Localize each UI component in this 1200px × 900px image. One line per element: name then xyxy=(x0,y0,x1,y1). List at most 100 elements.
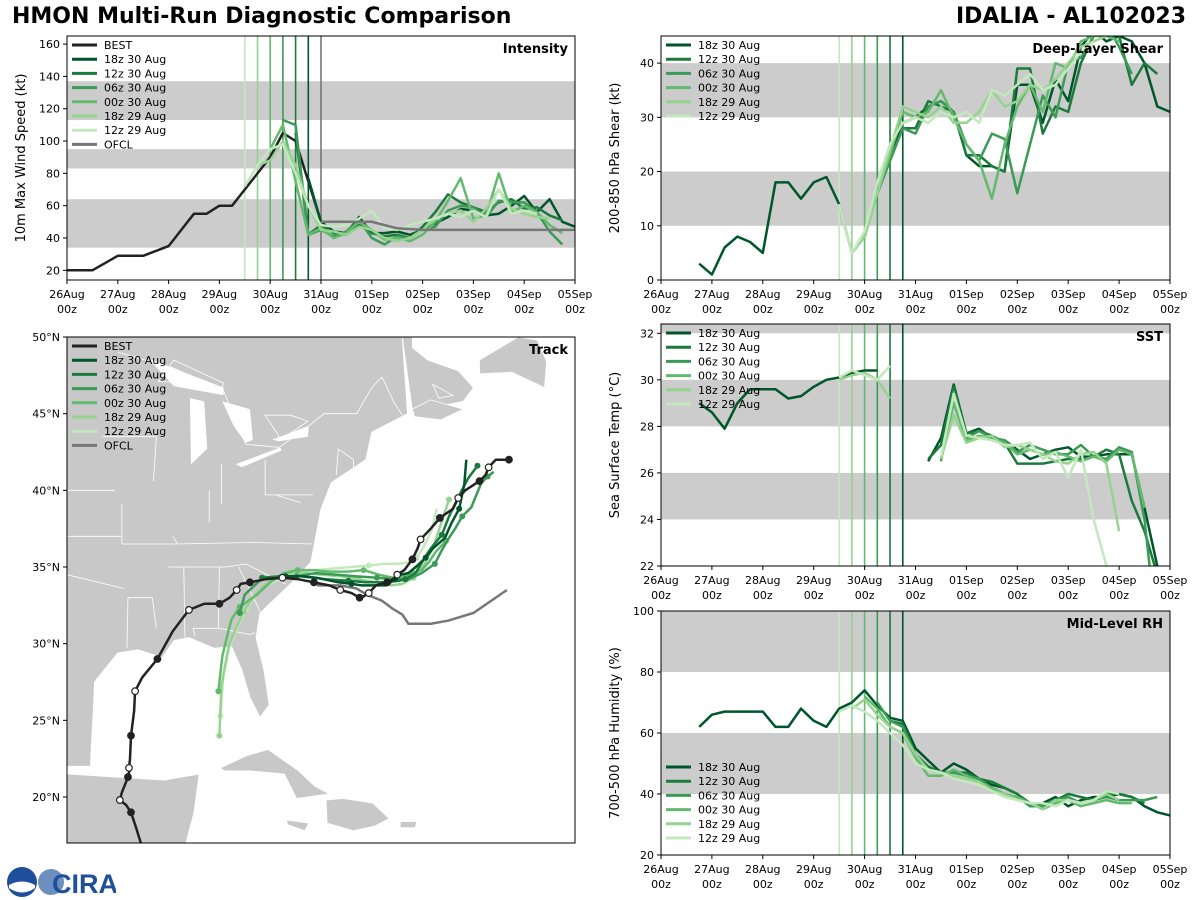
sst-x-tick-label: 28Aug xyxy=(745,574,780,587)
rh-x-tick-label: 31Aug xyxy=(898,863,933,876)
sst-legend-label: 18z 30 Aug xyxy=(698,327,760,340)
rh-legend-label: 12z 29 Aug xyxy=(698,832,760,845)
run-track-marker xyxy=(438,531,445,538)
rh-x-tick-sublabel: 00z xyxy=(957,878,977,891)
rh-y-tick-label: 60 xyxy=(640,727,654,740)
track-landmass xyxy=(325,798,390,832)
rh-x-tick-sublabel: 00z xyxy=(1109,878,1129,891)
rh-legend-label: 18z 29 Aug xyxy=(698,818,760,831)
track-plot-area xyxy=(67,337,575,843)
track-landmass xyxy=(411,399,465,421)
best-track-marker xyxy=(408,555,417,564)
run-track-marker xyxy=(446,496,453,503)
shear-legend-label: 00z 30 Aug xyxy=(698,82,760,95)
sst-x-tick-label: 29Aug xyxy=(796,574,831,587)
shear-x-tick-sublabel: 00z xyxy=(1007,303,1027,316)
best-track-marker xyxy=(127,808,135,817)
rh-y-tick-label: 100 xyxy=(633,605,654,618)
best-track-marker xyxy=(278,573,287,582)
intensity-legend-label: 18z 29 Aug xyxy=(104,110,166,123)
sst-series-line xyxy=(838,365,891,382)
shear-x-tick-sublabel: 00z xyxy=(753,303,773,316)
track-border-line xyxy=(172,536,179,545)
sst-y-tick-label: 24 xyxy=(640,513,654,526)
shear-x-tick-sublabel: 00z xyxy=(702,303,722,316)
shear-x-tick-label: 26Aug xyxy=(643,288,678,301)
intensity-x-tick-sublabel: 00z xyxy=(260,303,280,316)
track-border-line xyxy=(151,597,157,629)
intensity-x-tick-sublabel: 00z xyxy=(159,303,179,316)
rh-x-tick-sublabel: 00z xyxy=(651,878,671,891)
track-legend-label: 12z 29 Aug xyxy=(104,425,166,438)
track-border-line xyxy=(167,563,286,585)
track-panel-title: Track xyxy=(529,343,568,358)
track-border-line xyxy=(126,597,153,649)
intensity-x-tick-label: 26Aug xyxy=(49,288,84,301)
sst-y-tick-label: 30 xyxy=(640,374,654,387)
intensity-x-tick-sublabel: 00z xyxy=(108,303,128,316)
sst-x-tick-label: 27Aug xyxy=(694,574,729,587)
track-y-tick-label: 45°N xyxy=(32,408,60,421)
rh-x-tick-sublabel: 00z xyxy=(855,878,875,891)
shear-x-tick-label: 02Sep xyxy=(1000,288,1035,301)
sst-panel-title: SST xyxy=(1136,330,1163,345)
shear-x-tick-sublabel: 00z xyxy=(906,303,926,316)
track-landmass xyxy=(431,383,455,399)
shear-x-tick-label: 27Aug xyxy=(694,288,729,301)
best-track-marker xyxy=(185,606,193,614)
intensity-series-line xyxy=(321,220,575,232)
rh-x-tick-sublabel: 00z xyxy=(702,878,722,891)
shear-ylabel: 200-850 hPa Shear (kt) xyxy=(608,83,623,234)
intensity-legend-label: BEST xyxy=(104,39,132,52)
track-lake xyxy=(222,401,253,443)
sst-x-tick-label: 30Aug xyxy=(847,574,882,587)
best-track-marker xyxy=(245,578,254,587)
noaa-gull-icon xyxy=(9,881,35,893)
rh-x-tick-sublabel: 00z xyxy=(1058,878,1078,891)
sst-legend-label: 12z 30 Aug xyxy=(698,341,760,354)
best-track-marker xyxy=(232,586,241,594)
intensity-x-tick-label: 28Aug xyxy=(151,288,186,301)
best-track-marker xyxy=(355,593,364,602)
intensity-y-tick-label: 100 xyxy=(39,135,60,148)
shear-x-tick-sublabel: 00z xyxy=(804,303,824,316)
sst-legend-label: 18z 29 Aug xyxy=(698,384,760,397)
panel-intensity: 20 40 60 80 100 120 140 160 26Aug 00z 27Aug 00z 28Au… xyxy=(14,35,592,316)
shear-legend-label: 18z 29 Aug xyxy=(698,96,760,109)
intensity-x-tick-label: 03Sep xyxy=(456,288,491,301)
intensity-y-tick-label: 140 xyxy=(39,70,60,83)
track-legend-label: 06z 30 Aug xyxy=(104,383,166,396)
track-legend-label: BEST xyxy=(104,340,132,353)
sst-x-tick-sublabel: 00z xyxy=(702,589,722,602)
run-track-marker xyxy=(365,562,372,569)
best-track-marker xyxy=(364,589,373,597)
track-legend-label: 18z 29 Aug xyxy=(104,411,166,424)
shear-y-tick-label: 10 xyxy=(640,220,654,233)
shear-x-tick-sublabel: 00z xyxy=(1058,303,1078,316)
intensity-plot-area xyxy=(67,36,575,280)
shear-y-tick-label: 20 xyxy=(640,166,654,179)
rh-x-tick-label: 03Sep xyxy=(1051,863,1086,876)
track-landmass xyxy=(264,414,309,441)
sst-x-tick-label: 03Sep xyxy=(1051,574,1086,587)
shear-band xyxy=(661,63,1170,118)
sst-x-tick-label: 31Aug xyxy=(898,574,933,587)
shear-x-tick-label: 01Sep xyxy=(949,288,984,301)
sst-x-tick-sublabel: 00z xyxy=(855,589,875,602)
rh-x-tick-label: 27Aug xyxy=(694,863,729,876)
intensity-x-tick-sublabel: 00z xyxy=(57,303,77,316)
sst-y-tick-label: 26 xyxy=(640,467,654,480)
track-legend-label: 00z 30 Aug xyxy=(104,397,166,410)
track-y-tick-label: 40°N xyxy=(32,484,60,497)
track-y-tick-label: 25°N xyxy=(32,714,60,727)
intensity-x-tick-label: 04Sep xyxy=(507,288,542,301)
track-landmass xyxy=(219,749,331,799)
intensity-ylabel: 10m Max Wind Speed (kt) xyxy=(14,74,29,243)
best-track-marker xyxy=(505,455,513,464)
intensity-x-tick-label: 29Aug xyxy=(202,288,237,301)
intensity-x-tick-sublabel: 00z xyxy=(565,303,585,316)
track-border-line xyxy=(153,436,157,482)
intensity-legend-label: 06z 30 Aug xyxy=(104,82,166,95)
sst-x-tick-sublabel: 00z xyxy=(1007,589,1027,602)
sst-ylabel: Sea Surface Temp (°C) xyxy=(608,372,623,519)
